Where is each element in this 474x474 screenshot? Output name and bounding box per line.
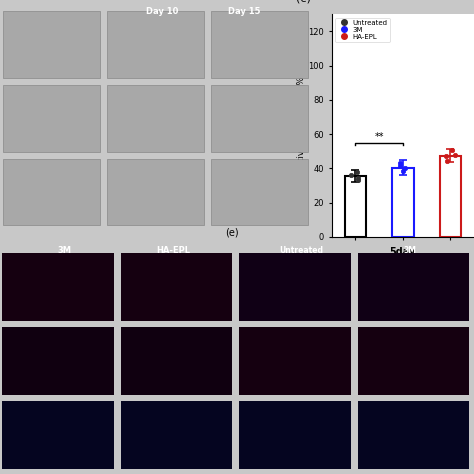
Text: Day 10: Day 10 [146, 7, 179, 16]
Point [354, 174, 362, 182]
Text: 3M: 3M [403, 246, 417, 255]
Legend: Untreated, 3M, HA-EPL: Untreated, 3M, HA-EPL [335, 18, 390, 42]
FancyBboxPatch shape [107, 85, 204, 152]
X-axis label: 5day: 5day [390, 247, 416, 257]
Bar [439, 155, 461, 237]
Point [396, 162, 404, 170]
FancyBboxPatch shape [121, 401, 232, 469]
FancyBboxPatch shape [239, 328, 351, 395]
FancyBboxPatch shape [358, 254, 469, 321]
FancyBboxPatch shape [107, 159, 204, 225]
Text: **: ** [374, 132, 384, 142]
Point [347, 172, 355, 179]
Point [399, 167, 407, 175]
Text: 3M: 3M [57, 246, 71, 255]
Point [396, 160, 404, 167]
Point [443, 152, 450, 159]
Text: HA-EPL: HA-EPL [156, 246, 190, 255]
FancyBboxPatch shape [2, 254, 114, 321]
FancyBboxPatch shape [358, 401, 469, 469]
FancyBboxPatch shape [3, 85, 100, 152]
Text: (e): (e) [225, 228, 239, 237]
FancyBboxPatch shape [121, 328, 232, 395]
FancyBboxPatch shape [239, 401, 351, 469]
Point [353, 168, 361, 176]
Text: Day 15: Day 15 [228, 7, 260, 16]
FancyBboxPatch shape [358, 328, 469, 395]
Text: Untreated: Untreated [279, 246, 323, 255]
Bar [392, 168, 413, 237]
FancyBboxPatch shape [121, 254, 232, 321]
Point [354, 176, 362, 183]
Text: (c): (c) [296, 0, 311, 3]
Point [451, 151, 458, 158]
FancyBboxPatch shape [211, 85, 309, 152]
FancyBboxPatch shape [3, 11, 100, 78]
FancyBboxPatch shape [239, 254, 351, 321]
Point [443, 157, 451, 164]
FancyBboxPatch shape [107, 11, 204, 78]
Bar [345, 176, 366, 237]
FancyBboxPatch shape [2, 401, 114, 469]
FancyBboxPatch shape [211, 11, 309, 78]
FancyBboxPatch shape [211, 159, 309, 225]
FancyBboxPatch shape [2, 328, 114, 395]
Point [448, 146, 456, 154]
Y-axis label: Relative healing area（%）: Relative healing area（%） [297, 72, 306, 179]
Point [401, 164, 409, 172]
FancyBboxPatch shape [3, 159, 100, 225]
